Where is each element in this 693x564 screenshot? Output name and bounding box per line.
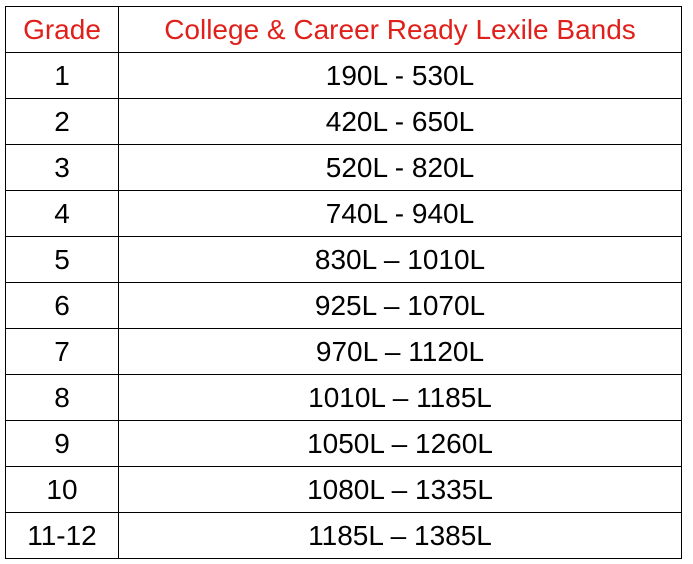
- table-row: 11-12 1185L – 1385L: [5, 512, 682, 559]
- grade-cell: 5: [5, 236, 119, 283]
- lexile-bands-table: Grade College & Career Ready Lexile Band…: [5, 6, 682, 559]
- grade-cell: 6: [5, 282, 119, 329]
- lexile-band-cell: 970L – 1120L: [118, 328, 682, 375]
- lexile-band-cell: 420L - 650L: [118, 98, 682, 145]
- lexile-band-cell: 1185L – 1385L: [118, 512, 682, 559]
- table-row: 3 520L - 820L: [5, 144, 682, 191]
- table-row: 4 740L - 940L: [5, 190, 682, 237]
- grade-cell: 4: [5, 190, 119, 237]
- lexile-table-container: Grade College & Career Ready Lexile Band…: [5, 6, 682, 559]
- grade-cell: 2: [5, 98, 119, 145]
- grade-cell: 1: [5, 52, 119, 99]
- lexile-band-cell: 1050L – 1260L: [118, 420, 682, 467]
- lexile-band-cell: 740L - 940L: [118, 190, 682, 237]
- grade-cell: 3: [5, 144, 119, 191]
- grade-column-header: Grade: [5, 6, 119, 53]
- table-header-row: Grade College & Career Ready Lexile Band…: [5, 6, 682, 53]
- lexile-band-column-header: College & Career Ready Lexile Bands: [118, 6, 682, 53]
- grade-cell: 9: [5, 420, 119, 467]
- lexile-band-cell: 190L - 530L: [118, 52, 682, 99]
- table-row: 5 830L – 1010L: [5, 236, 682, 283]
- lexile-band-cell: 830L – 1010L: [118, 236, 682, 283]
- table-row: 6 925L – 1070L: [5, 282, 682, 329]
- lexile-band-cell: 1010L – 1185L: [118, 374, 682, 421]
- table-row: 1 190L - 530L: [5, 52, 682, 99]
- table-row: 10 1080L – 1335L: [5, 466, 682, 513]
- table-row: 2 420L - 650L: [5, 98, 682, 145]
- lexile-band-cell: 520L - 820L: [118, 144, 682, 191]
- grade-cell: 11-12: [5, 512, 119, 559]
- grade-cell: 8: [5, 374, 119, 421]
- grade-cell: 7: [5, 328, 119, 375]
- lexile-band-cell: 1080L – 1335L: [118, 466, 682, 513]
- table-row: 8 1010L – 1185L: [5, 374, 682, 421]
- table-row: 7 970L – 1120L: [5, 328, 682, 375]
- grade-cell: 10: [5, 466, 119, 513]
- table-row: 9 1050L – 1260L: [5, 420, 682, 467]
- lexile-band-cell: 925L – 1070L: [118, 282, 682, 329]
- table-body: 1 190L - 530L 2 420L - 650L 3 520L - 820…: [5, 52, 682, 559]
